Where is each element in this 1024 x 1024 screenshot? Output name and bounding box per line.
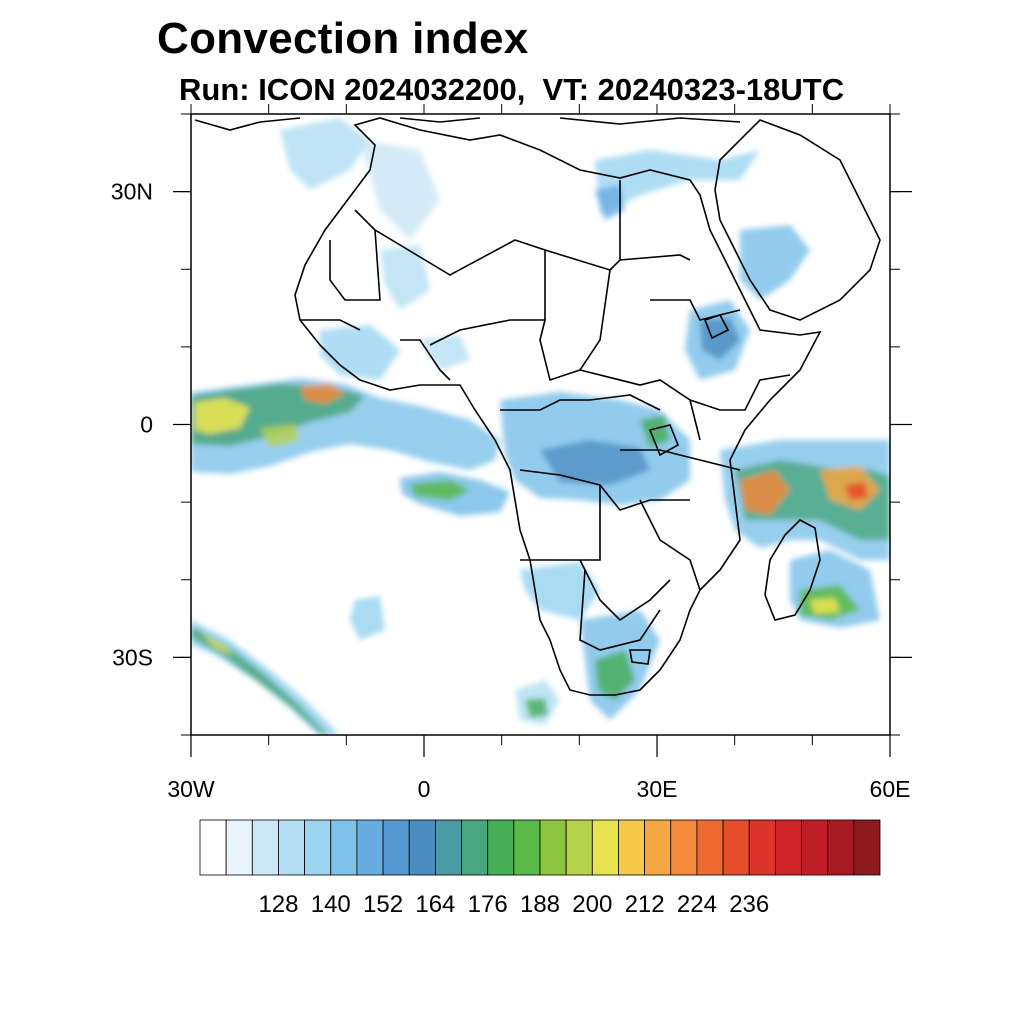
map-subtitle: Run: ICON 2024032200, VT: 20240323-18UTC: [179, 72, 845, 107]
colorbar-label: 140: [311, 891, 351, 918]
colorbar-label: 212: [625, 891, 665, 918]
colorbar-swatch: [591, 819, 619, 876]
colorbar-swatch: [199, 819, 227, 876]
colorbar-swatch: [722, 819, 750, 876]
colorbar-label: 164: [415, 891, 455, 918]
colorbar-swatch: [330, 819, 358, 876]
colorbar-swatch: [278, 819, 306, 876]
colorbar-label: 128: [258, 891, 298, 918]
map-title: Convection index: [157, 14, 529, 63]
colorbar-swatch: [251, 819, 279, 876]
colorbar-swatch: [513, 819, 541, 876]
lon-tick-label: 60E: [870, 776, 911, 802]
lat-tick-label: 0: [140, 412, 153, 438]
colorbar-swatch: [382, 819, 410, 876]
colorbar-swatch: [644, 819, 672, 876]
colorbar-swatch: [565, 819, 593, 876]
colorbar-label: 152: [363, 891, 403, 918]
colorbar-label: 200: [572, 891, 612, 918]
lat-tick-label: 30S: [112, 644, 153, 670]
colorbar-swatch: [434, 819, 462, 876]
colorbar-label: 176: [468, 891, 508, 918]
lon-tick-label: 0: [418, 776, 431, 802]
convection-field: [191, 118, 890, 735]
axes: 30N 0 30S 30W 0 30E 60E: [111, 104, 912, 802]
colorbar-swatch: [304, 819, 332, 876]
colorbar-swatch: [801, 819, 829, 876]
colorbar-swatch: [853, 819, 881, 876]
colorbar-swatch: [461, 819, 489, 876]
colorbar: 128 140 152 164 176 188 200 212 224 236: [199, 819, 881, 918]
colorbar-swatch: [408, 819, 436, 876]
colorbar-label: 224: [677, 891, 717, 918]
colorbar-swatch: [670, 819, 698, 876]
lat-tick-label: 30N: [111, 179, 153, 205]
colorbar-swatch: [356, 819, 384, 876]
colorbar-swatch: [774, 819, 802, 876]
colorbar-swatch: [696, 819, 724, 876]
lon-tick-label: 30E: [637, 776, 678, 802]
colorbar-swatch: [539, 819, 567, 876]
lon-tick-label: 30W: [167, 776, 215, 802]
colorbar-swatch: [618, 819, 646, 876]
colorbar-swatch: [225, 819, 253, 876]
coastlines-borders: [194, 117, 881, 696]
colorbar-label: 236: [729, 891, 769, 918]
colorbar-swatch: [827, 819, 855, 876]
colorbar-label: 188: [520, 891, 560, 918]
colorbar-swatch: [487, 819, 515, 876]
colorbar-swatch: [748, 819, 776, 876]
